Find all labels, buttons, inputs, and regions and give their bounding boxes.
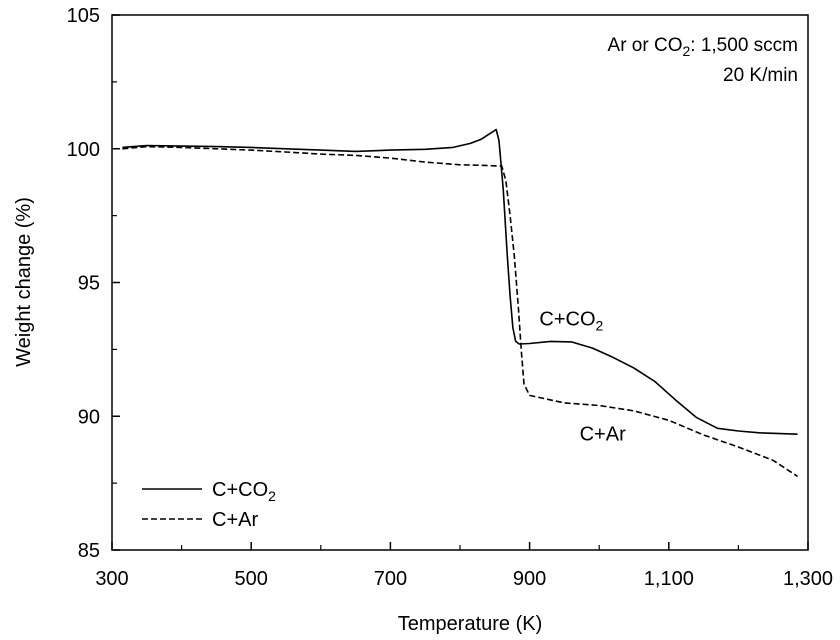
legend-label-c-ar: C+Ar (212, 509, 258, 531)
x-axis-title: Temperature (K) (398, 613, 543, 635)
annotation-line-2-main: 20 K/min (723, 65, 798, 86)
y-tick-label: 85 (78, 540, 100, 562)
curve-labels: C+CO2 C+Ar (539, 308, 626, 445)
curve-label-c-co2-main: C+CO (539, 308, 595, 330)
series-line-c-co2 (122, 128, 798, 435)
curve-label-c-ar: C+Ar (580, 423, 626, 445)
annotation-line-1: Ar or CO2: 1,500 sccm (608, 35, 798, 59)
annotation-line-1-rest: : 1,500 sccm (690, 35, 798, 56)
y-tick-label: 95 (78, 273, 100, 295)
x-tick-label: 900 (513, 568, 546, 590)
annotation-line-1-main: Ar or CO (608, 35, 683, 56)
y-tick-label: 90 (78, 406, 100, 428)
legend: C+CO2 C+Ar (142, 479, 276, 531)
legend-label-c-co2: C+CO2 (212, 479, 276, 504)
legend-label-c-ar-main: C+Ar (212, 509, 258, 531)
y-tick-label: 100 (67, 139, 100, 161)
curve-label-c-co2-subscript: 2 (596, 317, 604, 333)
y-tick-label: 105 (67, 5, 100, 27)
legend-label-c-co2-main: C+CO (212, 479, 268, 501)
x-tick-label: 700 (374, 568, 407, 590)
legend-label-c-co2-subscript: 2 (268, 488, 276, 504)
annotation-line-2: 20 K/min (723, 65, 798, 86)
x-tick-label: 1,300 (783, 568, 833, 590)
y-axis: 85 90 95 100 105 (67, 5, 120, 562)
x-tick-label: 500 (235, 568, 268, 590)
curve-label-c-co2: C+CO2 (539, 308, 603, 333)
x-axis: 300 500 700 900 1,100 1,300 (95, 542, 833, 590)
series-line-c-ar (122, 145, 799, 478)
curve-label-c-ar-main: C+Ar (580, 423, 626, 445)
plot-border (111, 14, 809, 551)
plot-area (111, 14, 809, 551)
x-tick-label: 1,100 (644, 568, 694, 590)
x-tick-label: 300 (95, 568, 128, 590)
series-layer (122, 128, 799, 478)
annotations: Ar or CO2: 1,500 sccm 20 K/min (608, 35, 798, 86)
y-axis-title: Weight change (%) (13, 197, 35, 367)
annotation-line-1-subscript: 2 (682, 43, 690, 59)
